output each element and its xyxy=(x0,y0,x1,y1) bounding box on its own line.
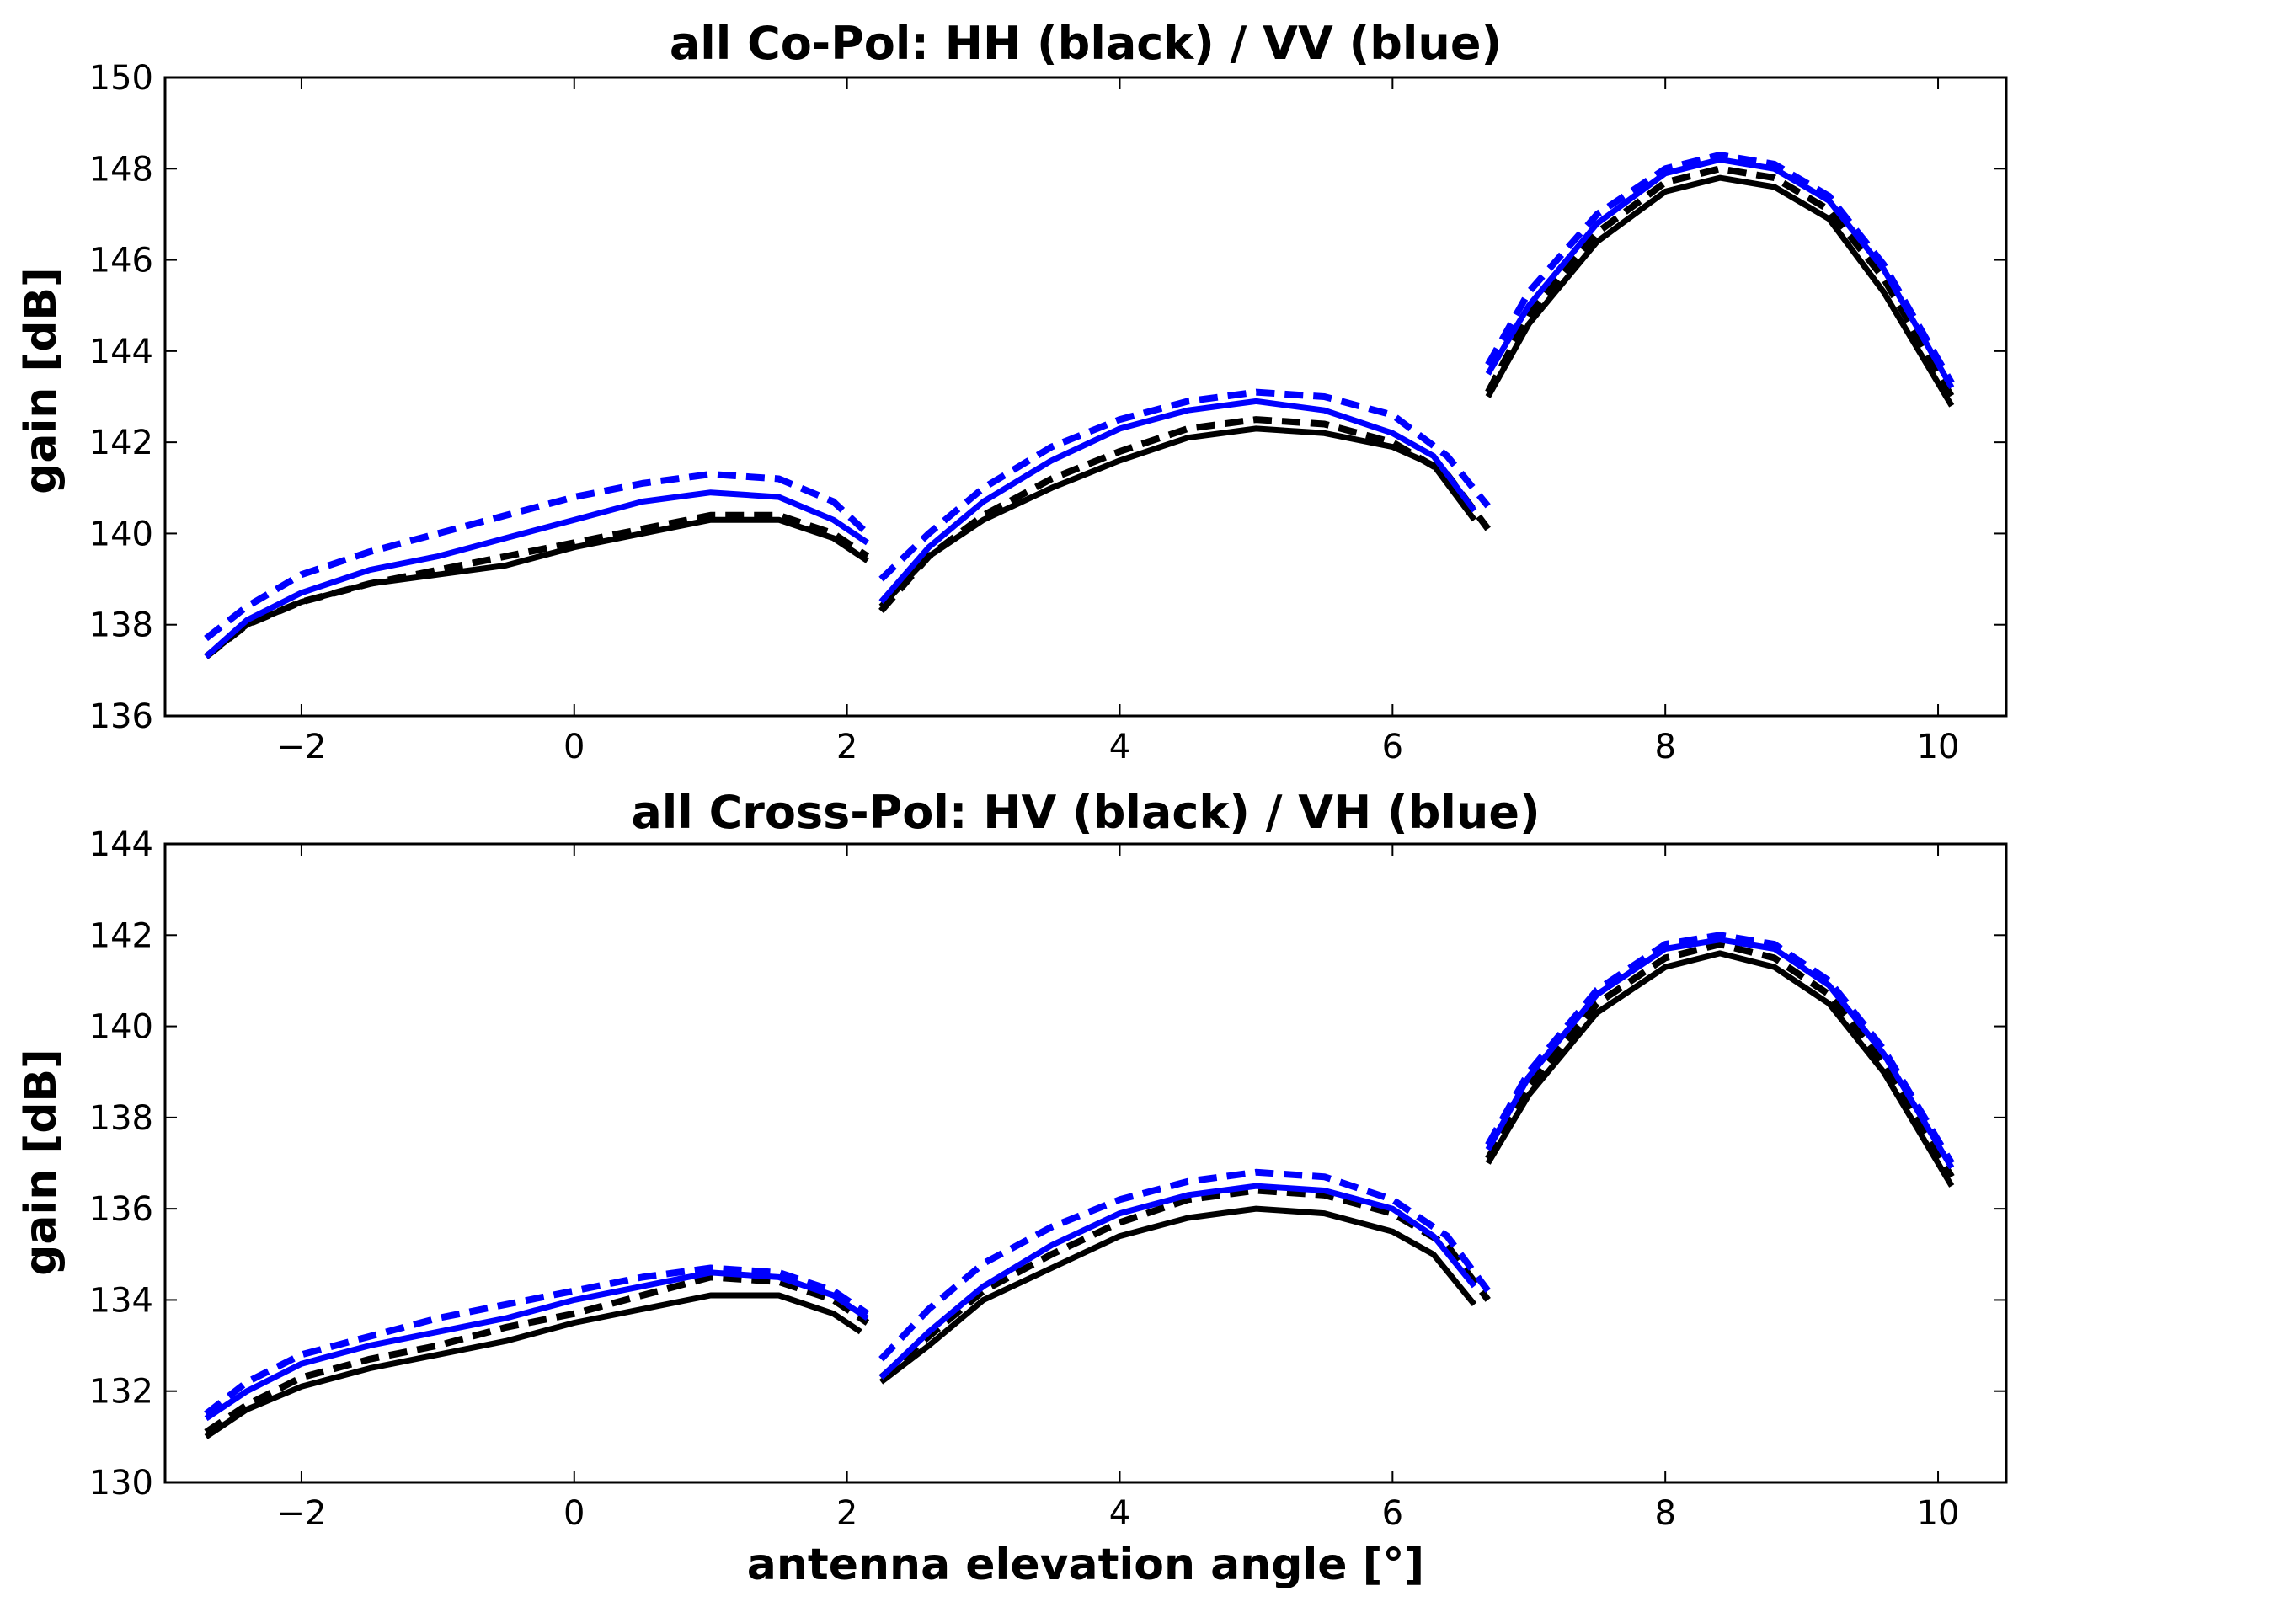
co-pol-y-tick-label: 144 xyxy=(89,333,153,371)
cross-pol-series-3-segment-2 xyxy=(1485,932,1955,1166)
cross-pol-title: all Cross-Pol: HV (black) / VH (blue) xyxy=(631,786,1540,839)
co-pol-x-tick-label: −2 xyxy=(276,728,326,766)
co-pol-series-3-segment-1 xyxy=(878,388,1491,582)
co-pol-y-tick-label: 150 xyxy=(89,59,153,98)
co-pol-series-3-segment-2 xyxy=(1485,152,1955,385)
co-pol-series-1-segment-2 xyxy=(1485,165,1955,398)
co-pol-series-1-segment-1 xyxy=(878,416,1491,614)
co-pol-ticks-group: −2 0 2 4 6 8 10 136 138 140 142 144 146 148 150 xyxy=(89,59,2006,766)
co-pol-series-group xyxy=(204,152,1955,659)
cross-pol-x-tick-label: −2 xyxy=(276,1494,326,1533)
co-pol-x-tick-label: 4 xyxy=(1109,728,1130,766)
co-pol-series-2-segment-1 xyxy=(878,398,1477,604)
co-pol-series-2-segment-0 xyxy=(204,489,869,659)
co-pol-series-3-segment-0 xyxy=(204,471,870,642)
cross-pol-y-tick-label: 142 xyxy=(89,916,153,955)
cross-pol-series-2-segment-0 xyxy=(204,1269,869,1422)
cross-pol-y-tick-label: 144 xyxy=(89,825,153,864)
co-pol-y-tick-label: 136 xyxy=(89,697,153,736)
cross-pol-panel: all Cross-Pol: HV (black) / VH (blue) ga… xyxy=(16,786,2008,1590)
co-pol-series-2-segment-2 xyxy=(1485,157,1955,389)
cross-pol-ticks-group: −2 0 2 4 6 8 10 130 132 134 136 138 140 142 144 xyxy=(89,825,2006,1533)
cross-pol-series-3-segment-0 xyxy=(204,1264,870,1417)
cross-pol-series-0-segment-0 xyxy=(204,1292,862,1439)
cross-pol-x-tick-label: 2 xyxy=(836,1494,857,1533)
cross-pol-y-axis-label: gain [dB] xyxy=(16,1049,67,1276)
co-pol-plot-frame xyxy=(163,76,2008,718)
cross-pol-x-tick-label: 8 xyxy=(1654,1494,1675,1533)
co-pol-x-tick-label: 8 xyxy=(1654,728,1675,766)
co-pol-x-tick-label: 2 xyxy=(836,728,857,766)
co-pol-y-axis-label: gain [dB] xyxy=(16,267,67,494)
co-pol-y-tick-label: 140 xyxy=(89,515,153,553)
cross-pol-x-tick-label: 10 xyxy=(1917,1494,1960,1533)
co-pol-series-0-segment-1 xyxy=(878,425,1477,609)
cross-pol-series-2-segment-1 xyxy=(878,1183,1477,1380)
co-pol-series-0-segment-2 xyxy=(1485,174,1955,408)
co-pol-panel: all Co-Pol: HH (black) / VV (blue) gain … xyxy=(16,17,2008,766)
cross-pol-y-tick-label: 130 xyxy=(89,1464,153,1503)
cross-pol-series-1-segment-2 xyxy=(1485,941,1955,1179)
cross-pol-plot-frame xyxy=(163,842,2008,1484)
co-pol-series-1-segment-0 xyxy=(204,511,870,659)
cross-pol-y-tick-label: 134 xyxy=(89,1281,153,1320)
cross-pol-y-tick-label: 132 xyxy=(89,1373,153,1412)
co-pol-y-tick-label: 148 xyxy=(89,150,153,189)
cross-pol-series-1-segment-0 xyxy=(204,1273,870,1435)
cross-pol-x-tick-label: 4 xyxy=(1109,1494,1130,1533)
co-pol-y-tick-label: 138 xyxy=(89,606,153,645)
co-pol-x-tick-label: 6 xyxy=(1382,728,1403,766)
cross-pol-series-group xyxy=(204,932,1955,1439)
cross-pol-series-0-segment-2 xyxy=(1485,950,1955,1188)
cross-pol-y-tick-label: 140 xyxy=(89,1008,153,1047)
co-pol-series-0-segment-0 xyxy=(204,516,869,659)
co-pol-y-tick-label: 142 xyxy=(89,424,153,462)
co-pol-title: all Co-Pol: HH (black) / VV (blue) xyxy=(670,17,1502,70)
cross-pol-series-3-segment-1 xyxy=(878,1168,1491,1362)
co-pol-x-tick-label: 0 xyxy=(563,728,585,766)
cross-pol-y-tick-label: 138 xyxy=(89,1099,153,1138)
cross-pol-y-tick-label: 136 xyxy=(89,1190,153,1229)
co-pol-y-tick-label: 146 xyxy=(89,242,153,280)
cross-pol-series-0-segment-1 xyxy=(878,1205,1477,1385)
cross-pol-x-tick-label: 0 xyxy=(563,1494,585,1533)
cross-pol-x-tick-label: 6 xyxy=(1382,1494,1403,1533)
x-axis-label: antenna elevation angle [°] xyxy=(747,1540,1424,1590)
co-pol-x-tick-label: 10 xyxy=(1917,728,1960,766)
